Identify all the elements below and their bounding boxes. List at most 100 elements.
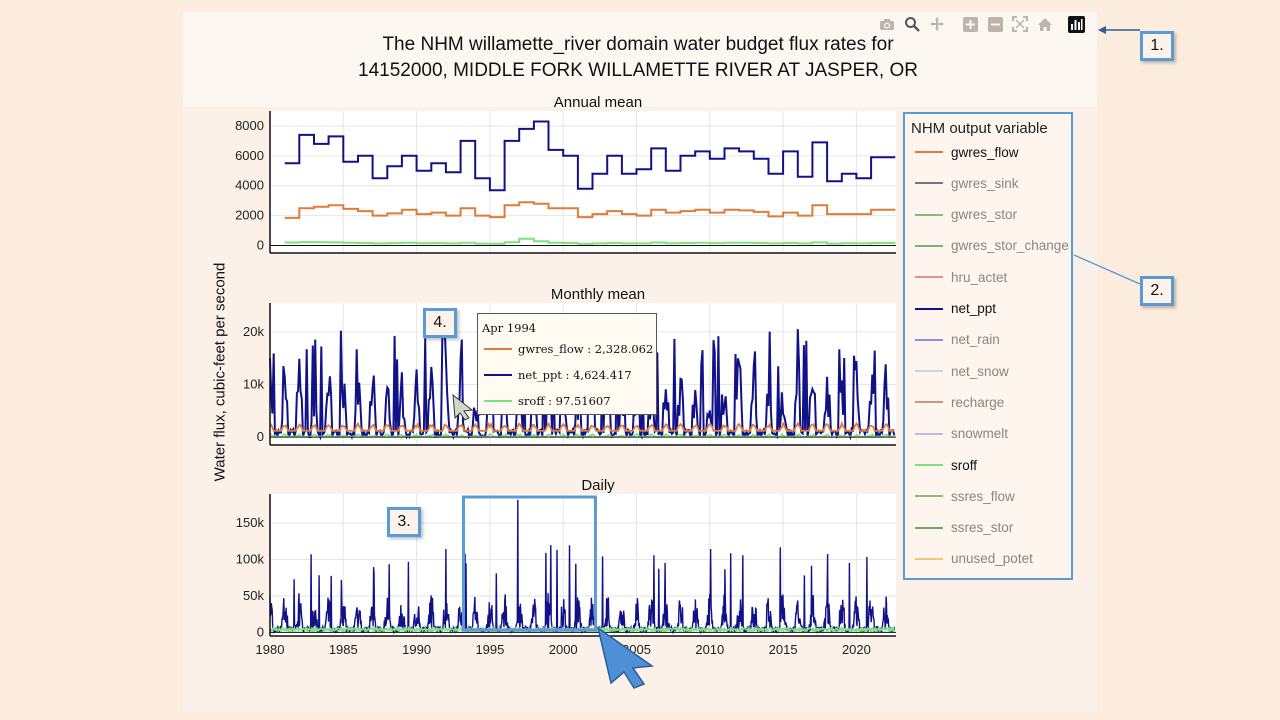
legend-item-gwres-stor[interactable]: gwres_stor: [915, 205, 1017, 225]
legend-item-gwres-sink[interactable]: gwres_sink: [915, 173, 1019, 193]
series-line-sroff: [284, 237, 896, 245]
x-tick-label: 1980: [256, 642, 285, 657]
legend-label: gwres_sink: [951, 175, 1019, 191]
series-line-net-ppt: [284, 120, 896, 192]
x-tick-label: 2010: [695, 642, 724, 657]
legend-label: ssres_flow: [951, 488, 1015, 504]
legend-item-gwres-stor-change[interactable]: gwres_stor_change: [915, 236, 1069, 256]
home-icon[interactable]: [1036, 15, 1054, 33]
legend-title: NHM output variable: [911, 120, 1048, 137]
legend-item-recharge[interactable]: recharge: [915, 392, 1004, 412]
plot-area: [270, 111, 896, 253]
tooltip-row: sroff : 97.51607: [484, 394, 611, 408]
legend: NHM output variable gwres_flow gwres_sink…: [903, 112, 1073, 580]
tooltip-swatch: [484, 374, 512, 376]
y-tick-label: 10k: [243, 377, 264, 392]
subplot-title: Monthly mean: [551, 286, 645, 303]
legend-swatch: [915, 338, 943, 341]
legend-item-sroff[interactable]: sroff: [915, 455, 977, 475]
legend-item-ssres-flow[interactable]: ssres_flow: [915, 486, 1015, 506]
legend-label: recharge: [951, 394, 1005, 410]
legend-item-net-rain[interactable]: net_rain: [915, 330, 1000, 350]
plot-area: [270, 494, 896, 636]
tooltip-swatch: [484, 400, 512, 402]
callout-line-2: [1073, 254, 1141, 285]
tooltip-row: gwres_flow : 2,328.062: [484, 342, 653, 356]
chart-toggle-icon[interactable]: [1067, 15, 1085, 33]
legend-swatch: [915, 495, 943, 498]
y-tick-label: 4000: [235, 178, 264, 193]
tooltip-swatch: [484, 348, 512, 350]
legend-swatch: [915, 432, 943, 435]
y-tick-label: 20k: [243, 324, 264, 339]
y-tick-label: 6000: [235, 148, 264, 163]
legend-swatch: [915, 307, 943, 310]
legend-label: net_rain: [951, 332, 1000, 348]
x-tick-label: 2000: [549, 642, 578, 657]
callout-4: 4.: [423, 308, 457, 338]
legend-swatch: [915, 401, 943, 404]
legend-item-net-ppt[interactable]: net_ppt: [915, 299, 996, 319]
selection-box: [462, 495, 597, 632]
pan-icon[interactable]: [928, 15, 946, 33]
legend-item-gwres-flow[interactable]: gwres_flow: [915, 142, 1019, 162]
x-tick-label: 1985: [329, 642, 358, 657]
callout-1: 1.: [1140, 31, 1174, 61]
legend-swatch: [915, 370, 943, 373]
autoscale-icon[interactable]: [1011, 15, 1029, 33]
zoom-in-icon[interactable]: [961, 15, 979, 33]
legend-label: gwres_stor: [951, 207, 1018, 223]
legend-swatch: [915, 464, 943, 466]
tooltip-row-label: gwres_flow : 2,328.062: [518, 342, 654, 356]
y-axis-label: Water flux, cubic-feet per second: [211, 262, 229, 482]
y-tick-label: 0: [257, 238, 264, 253]
legend-label: net_ppt: [951, 301, 997, 316]
x-tick-label: 1995: [475, 642, 504, 657]
legend-item-unused-potet[interactable]: unused_potet: [915, 549, 1033, 569]
subplot-title: Annual mean: [554, 94, 642, 111]
y-tick-label: 0: [257, 624, 264, 639]
tooltip-row-label: net_ppt : 4,624.417: [518, 368, 632, 382]
chart-title-line-1: The NHM willamette_river domain water bu…: [382, 34, 894, 55]
tooltip-row: net_ppt : 4,624.417: [484, 368, 632, 382]
legend-swatch: [915, 213, 943, 216]
legend-label: ssres_stor: [951, 520, 1014, 536]
series-line-sroff: [269, 432, 895, 439]
subplot-annual-mean: 0 2000 4000 6000 8000 Annual mean: [235, 94, 896, 254]
legend-swatch: [915, 244, 943, 247]
modebar: [878, 14, 1085, 34]
big-cursor-icon: [596, 626, 655, 689]
legend-swatch: [915, 182, 943, 185]
y-tick-label: 8000: [235, 118, 264, 133]
legend-label: snowmelt: [951, 426, 1009, 442]
legend-label: unused_potet: [951, 551, 1033, 567]
legend-label: gwres_stor_change: [951, 238, 1069, 254]
tooltip-title: Apr 1994: [482, 321, 537, 335]
legend-item-hru-actet[interactable]: hru_actet: [915, 267, 1007, 287]
series-line-gwres-flow: [284, 201, 896, 219]
legend-label: hru_actet: [951, 269, 1008, 285]
x-tick-label: 2015: [769, 642, 798, 657]
y-tick-label: 50k: [243, 588, 264, 603]
legend-swatch: [915, 151, 943, 153]
tooltip-row-label: sroff : 97.51607: [518, 394, 611, 408]
zoom-out-icon[interactable]: [986, 15, 1004, 33]
series-line-gwres-flow: [269, 420, 895, 432]
legend-item-ssres-stor[interactable]: ssres_stor: [915, 518, 1013, 538]
y-tick-label: 2000: [235, 208, 264, 223]
legend-label: sroff: [951, 457, 978, 473]
legend-item-net-snow[interactable]: net_snow: [915, 361, 1009, 381]
callout-3: 3.: [387, 507, 421, 537]
callout-arrowhead-1: [1098, 26, 1106, 34]
legend-swatch: [915, 526, 943, 529]
x-tick-label: 1990: [402, 642, 431, 657]
legend-swatch: [915, 276, 943, 279]
legend-item-snowmelt[interactable]: snowmelt: [915, 424, 1008, 444]
camera-icon[interactable]: [878, 15, 896, 33]
y-tick-label: 100k: [236, 552, 265, 567]
y-tick-label: 0: [257, 429, 264, 444]
zoom-icon[interactable]: [903, 15, 921, 33]
chart-title-line-2: 14152000, MIDDLE FORK WILLAMETTE RIVER A…: [358, 60, 918, 81]
x-tick-label: 2020: [842, 642, 871, 657]
legend-label: net_snow: [951, 363, 1009, 379]
